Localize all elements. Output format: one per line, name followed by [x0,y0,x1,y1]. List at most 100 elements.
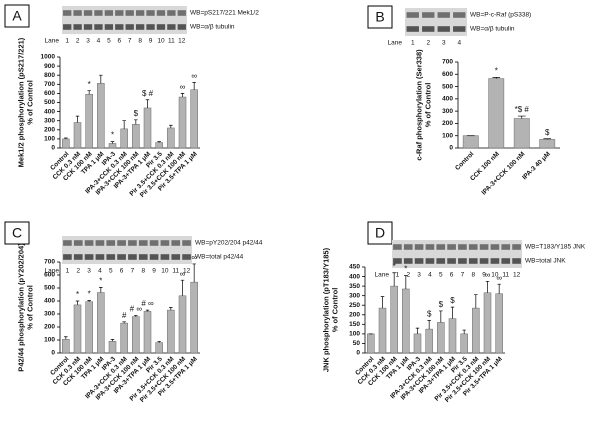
blot-band [490,258,500,264]
blot-band [73,24,82,30]
y-tick-label: 600 [44,272,55,279]
bar [472,307,480,354]
y-tick-label: 200 [349,311,360,318]
error-bar [64,336,68,340]
bar [62,138,70,149]
bar [120,322,128,354]
bar [85,94,93,149]
blot-band [501,244,511,250]
y-tick-label: 500 [44,285,55,292]
blot-band [425,244,435,250]
error-bar [157,141,161,143]
y-tick-label: 600 [44,90,55,97]
y-tick-label: 300 [442,108,453,115]
blot-band [104,10,114,16]
blot-band [436,244,446,250]
blot-band [73,240,83,246]
blot-band [393,244,402,250]
y-tick-label: 500 [44,99,55,106]
y-tick-label: 350 [349,283,360,290]
lane-number: 11 [172,268,179,275]
panel-letter-box [4,4,30,28]
bar [155,342,163,354]
blot-band [156,24,166,30]
bar [367,333,375,354]
lane-label: Lane [388,40,403,47]
blot-band [468,258,478,264]
error-bar [192,82,196,90]
bar [143,311,152,354]
blot-band [177,24,186,30]
significance-marker: * [111,131,114,140]
significance-marker: * [99,276,102,285]
blot-band [135,24,145,30]
blot-band [422,26,435,32]
blot-band [406,26,419,32]
bar [97,83,105,149]
lane-number: 1 [65,38,69,45]
bar [378,307,387,354]
blot-band [414,244,424,250]
blot-band [512,258,521,264]
significance-marker: # [122,311,127,320]
bar [178,295,187,354]
error-bar [392,272,396,287]
y-tick-label: 100 [349,331,360,338]
significance-marker: $ # [142,89,154,98]
significance-marker: * [88,80,91,89]
lane-number: 11 [502,272,509,279]
y-tick-label: 300 [44,117,55,124]
panel-letter: B [375,9,384,25]
blot-band [447,244,456,250]
blot-label: WB=total JNK [525,258,566,265]
lane-number: 10 [491,272,499,279]
lane-label: Lane [45,38,60,45]
bar [62,339,70,354]
error-bar [497,283,501,294]
y-axis-label: JNK phosphorylation (pT183/Y185) [321,247,330,372]
blot-band [393,258,402,264]
blot-band [479,244,489,250]
blot-band [63,254,72,260]
y-tick-label: 250 [349,302,360,309]
error-bar [474,294,478,309]
blot-band [146,24,155,30]
y-tick-label: 500 [442,83,453,90]
x-tick-label: IPA-3+CCK 100 nM [481,151,527,197]
lane-number: 9 [482,272,486,279]
y-tick-label: 450 [349,264,360,271]
significance-marker: * [88,289,91,298]
significance-marker: $ [134,109,139,118]
blot-band [160,254,170,260]
blot-band [128,240,137,246]
blot-band [106,254,116,260]
blot-band [490,244,500,250]
blot-band [138,240,148,246]
blot-band [63,240,72,246]
y-tick-label: 100 [44,136,55,143]
significance-marker: ∞ [496,273,502,282]
lane-number: 4 [428,272,432,279]
blot-band [171,240,181,246]
error-bar [450,306,455,319]
error-bar [169,307,173,311]
lane-number: 6 [120,268,124,275]
blot-band [115,24,124,30]
bar [167,127,175,149]
bar [190,281,198,354]
y-tick-label: 150 [349,321,360,328]
bar [108,143,117,149]
bar [73,304,82,354]
error-bar [64,137,68,139]
blot-label: WB=α/β tubulin [190,24,235,31]
x-tick-label: Control [454,151,475,172]
error-bar [122,120,126,129]
blot-band [501,258,511,264]
blot-band [167,10,176,16]
error-bar [145,309,150,312]
lane-number: 8 [471,272,475,279]
bar [513,118,530,149]
y-tick-label: 0 [51,350,55,357]
blot-band [117,254,126,260]
bar [390,285,398,354]
